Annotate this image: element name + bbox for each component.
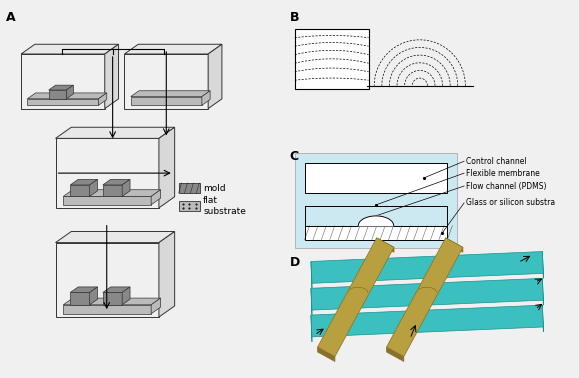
Bar [295, 29, 369, 89]
Polygon shape [124, 44, 222, 54]
FancyBboxPatch shape [178, 201, 200, 211]
Polygon shape [105, 44, 119, 108]
Text: flat
substrate: flat substrate [203, 196, 246, 215]
Text: B: B [290, 11, 299, 24]
Polygon shape [27, 93, 107, 99]
Polygon shape [90, 287, 97, 305]
Text: mold: mold [203, 183, 226, 192]
Polygon shape [311, 305, 543, 337]
Polygon shape [377, 238, 394, 253]
Polygon shape [208, 44, 222, 108]
Text: D: D [290, 256, 300, 268]
Polygon shape [387, 238, 463, 356]
Polygon shape [103, 180, 130, 185]
Polygon shape [63, 305, 151, 314]
Polygon shape [311, 278, 543, 310]
Text: C: C [290, 150, 299, 163]
Text: Flow channel (PDMS): Flow channel (PDMS) [466, 181, 547, 191]
Polygon shape [98, 93, 107, 105]
Polygon shape [63, 298, 160, 305]
Polygon shape [56, 243, 159, 317]
Polygon shape [159, 127, 175, 208]
Polygon shape [311, 315, 312, 342]
Polygon shape [417, 287, 437, 292]
Polygon shape [56, 127, 175, 138]
Polygon shape [311, 262, 312, 288]
Polygon shape [70, 287, 97, 293]
Polygon shape [122, 287, 130, 305]
FancyBboxPatch shape [295, 153, 457, 248]
Polygon shape [151, 190, 160, 205]
Polygon shape [56, 138, 159, 208]
Polygon shape [63, 190, 160, 197]
Polygon shape [446, 238, 463, 253]
Text: Glass or silicon substra: Glass or silicon substra [466, 198, 555, 208]
FancyBboxPatch shape [178, 183, 200, 193]
Polygon shape [70, 180, 97, 185]
Polygon shape [70, 185, 90, 197]
Polygon shape [49, 85, 74, 90]
Polygon shape [70, 293, 90, 305]
Polygon shape [318, 347, 335, 361]
Polygon shape [387, 347, 404, 361]
Polygon shape [103, 293, 122, 305]
Polygon shape [311, 251, 543, 283]
Bar [305, 163, 448, 193]
Polygon shape [151, 298, 160, 314]
Polygon shape [27, 99, 98, 105]
Bar [305, 226, 448, 240]
Polygon shape [131, 97, 202, 105]
Text: A: A [6, 11, 16, 24]
Polygon shape [318, 238, 394, 356]
Polygon shape [122, 180, 130, 197]
Polygon shape [311, 288, 312, 315]
Polygon shape [348, 287, 368, 292]
Polygon shape [124, 54, 208, 108]
Polygon shape [131, 91, 210, 97]
Polygon shape [21, 44, 119, 54]
Polygon shape [202, 91, 210, 105]
Polygon shape [90, 180, 97, 197]
Polygon shape [103, 185, 122, 197]
Polygon shape [67, 85, 74, 99]
Polygon shape [56, 231, 175, 243]
Polygon shape [358, 216, 394, 226]
Polygon shape [49, 90, 67, 99]
Polygon shape [63, 197, 151, 205]
Text: Flexible membrane: Flexible membrane [466, 169, 540, 178]
Bar [305, 206, 448, 226]
Polygon shape [21, 54, 105, 108]
Polygon shape [103, 287, 130, 293]
Polygon shape [159, 231, 175, 317]
Text: Control channel: Control channel [466, 157, 527, 166]
